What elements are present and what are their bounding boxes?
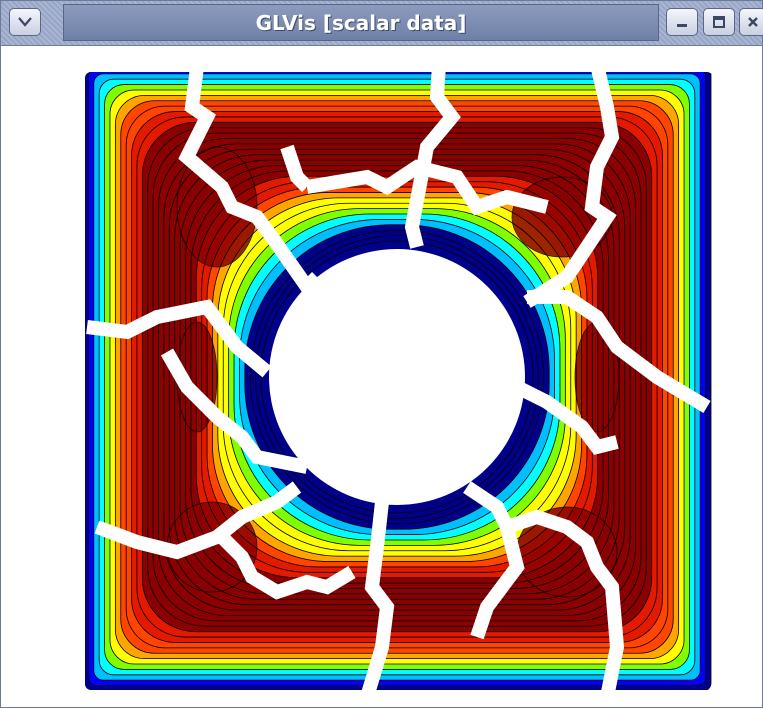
crack <box>360 501 395 700</box>
contour-line <box>163 143 631 611</box>
maximize-button[interactable] <box>703 8 735 36</box>
crack <box>217 532 356 600</box>
contour-line <box>217 197 577 557</box>
title-bar[interactable]: GLVis [scalar data] <box>1 1 763 46</box>
close-button[interactable] <box>739 8 763 36</box>
title-plate: GLVis [scalar data] <box>63 4 659 41</box>
contour-line <box>104 84 690 670</box>
crack <box>94 481 302 560</box>
visualization-canvas[interactable] <box>7 47 758 703</box>
maximize-icon <box>712 15 726 29</box>
contour-line <box>109 89 685 665</box>
contour-line <box>85 72 712 690</box>
crack <box>280 144 312 192</box>
contour-line <box>152 132 642 622</box>
contour-line <box>114 94 680 660</box>
crack <box>86 299 272 378</box>
contour-line <box>158 138 636 616</box>
contour-line <box>228 208 566 546</box>
crack <box>160 348 309 474</box>
mesh-cracks <box>86 63 711 700</box>
contour-line <box>255 235 539 519</box>
crack <box>178 66 322 298</box>
crack <box>523 63 620 308</box>
contour-line <box>87 72 707 687</box>
crack <box>527 290 711 414</box>
center-hole <box>269 249 525 505</box>
contour-line <box>120 100 674 654</box>
window-menu-button[interactable] <box>9 8 41 36</box>
chevron-down-icon <box>18 17 32 27</box>
scalar-field-plot <box>7 47 758 703</box>
contour-line <box>98 78 696 676</box>
contour-line <box>212 192 582 562</box>
contour-line <box>260 240 534 514</box>
contour-line <box>168 148 626 606</box>
crack <box>513 380 619 455</box>
contour-line <box>239 219 555 535</box>
window-title: GLVis [scalar data] <box>255 10 467 35</box>
contour-line <box>244 224 550 530</box>
contour-line <box>93 73 701 681</box>
close-icon <box>747 16 759 28</box>
crack <box>305 159 549 216</box>
contour-line <box>190 170 604 584</box>
minimize-icon <box>675 15 689 29</box>
minimize-button[interactable] <box>666 8 698 36</box>
crack <box>463 481 625 699</box>
crack <box>470 525 525 640</box>
contour-line <box>233 213 561 541</box>
contour-line <box>249 229 545 525</box>
crack <box>404 64 461 249</box>
contour-line <box>222 202 572 552</box>
